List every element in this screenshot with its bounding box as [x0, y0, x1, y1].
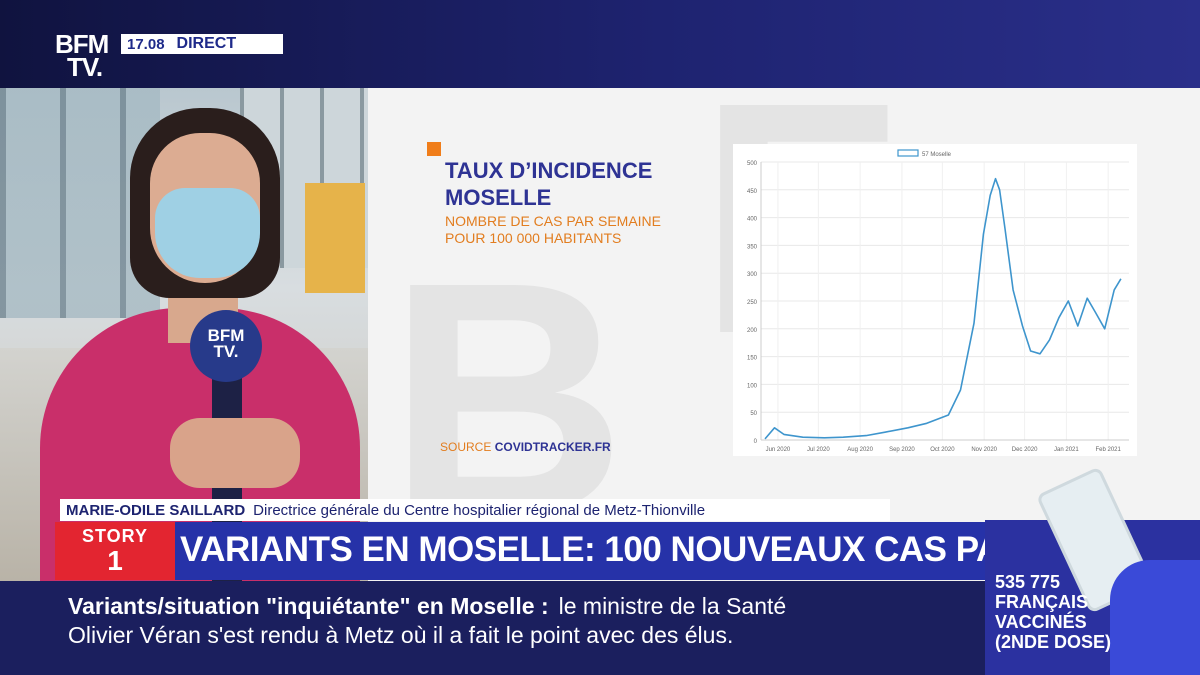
y-tick-label: 500 — [747, 161, 758, 167]
incidence-chart: 0 50 100 150 200 250 300 350 400 450 500 Jun 2020 Ju… — [733, 144, 1137, 456]
incidence-chart-svg: 0 50 100 150 200 250 300 350 400 450 500 Jun 2020 Ju… — [747, 149, 1129, 453]
x-tick-label: Feb 2021 — [1095, 447, 1121, 453]
source-name: COVIDTRACKER.FR — [494, 440, 611, 454]
speaker-hand — [170, 418, 300, 488]
graphic-title: TAUX D’INCIDENCE MOSELLE — [445, 157, 652, 211]
face-mask — [155, 188, 260, 278]
ticker-line2: Olivier Véran s'est rendu à Metz où il a… — [68, 622, 734, 648]
y-tick-label: 200 — [747, 328, 758, 334]
legend-swatch — [897, 149, 919, 157]
x-tick-label: Jun 2020 — [766, 447, 791, 453]
y-tick-label: 400 — [747, 217, 758, 223]
clock-live-box: 17.08 DIRECT — [121, 34, 283, 54]
subtitle-line2: POUR 100 000 HABITANTS — [445, 230, 622, 246]
title-line2: MOSELLE — [445, 185, 552, 210]
x-tick-label: Oct 2020 — [930, 447, 955, 453]
news-ticker — [0, 581, 985, 675]
speaker-name: MARIE-ODILE SAILLARD — [66, 501, 246, 519]
y-tick-label: 100 — [747, 383, 758, 389]
series-line — [764, 177, 1122, 440]
vaccination-stat: 535 775 FRANÇAIS VACCINÉS (2NDE DOSE) — [995, 572, 1111, 652]
channel-logo: BFM TV. — [55, 31, 109, 82]
x-tick-label: Nov 2020 — [971, 447, 997, 453]
ticker-topic: Variants/situation "inquiétante" en Mose… — [68, 593, 549, 619]
title-line1: TAUX D’INCIDENCE — [445, 158, 653, 183]
y-tick-label: 50 — [750, 411, 757, 417]
headline-text: VARIANTS EN MOSELLE: 100 NOUVEAUX CAS PA… — [180, 530, 1131, 569]
y-tick-label: 300 — [747, 272, 758, 278]
mic-label-1: BFM — [207, 326, 245, 345]
x-tick-label: Sep 2020 — [889, 447, 915, 453]
legend-label: 57 Moselle — [922, 152, 952, 158]
glove-icon — [1110, 560, 1200, 675]
vaccinated-line3: VACCINÉS — [995, 612, 1087, 632]
clock: 17.08 — [127, 35, 165, 53]
x-tick-label: Jul 2020 — [807, 447, 830, 453]
vaccinated-line2: FRANÇAIS — [995, 592, 1088, 612]
graphic-subtitle: NOMBRE DE CAS PAR SEMAINE POUR 100 000 H… — [445, 213, 661, 247]
speaker-role: Directrice générale du Centre hospitalie… — [253, 501, 706, 519]
y-tick-label: 250 — [747, 300, 758, 306]
y-tick-label: 150 — [747, 356, 758, 362]
ticker-line1: Variants/situation "inquiétante" en Mose… — [68, 593, 786, 620]
subtitle-line1: NOMBRE DE CAS PAR SEMAINE — [445, 213, 662, 229]
vaccinated-count: 535 775 — [995, 572, 1061, 592]
story-label: STORY — [81, 526, 148, 546]
y-tick-label: 0 — [754, 439, 758, 445]
story-number: 1 — [107, 545, 123, 576]
live-label: DIRECT — [176, 35, 237, 52]
vaccinated-line4: (2NDE DOSE) — [995, 632, 1112, 652]
story-badge: STORY 1 — [55, 522, 175, 580]
x-tick-label: Dec 2020 — [1012, 447, 1038, 453]
source-label: SOURCE COVIDTRACKER.FR — [440, 440, 611, 454]
source-prefix: SOURCE — [440, 440, 492, 454]
logo-line1: BFM — [55, 29, 109, 59]
logo-line2: TV. — [67, 52, 103, 82]
mic-label-2: TV. — [213, 342, 239, 361]
yellow-wall — [305, 183, 365, 293]
headline-bar — [55, 522, 985, 580]
y-tick-label: 350 — [747, 244, 758, 250]
lower-third-name: MARIE-ODILE SAILLARD Directrice générale… — [60, 499, 890, 521]
accent-square — [427, 142, 441, 156]
x-tick-label: Jan 2021 — [1054, 447, 1079, 453]
y-tick-label: 450 — [747, 189, 758, 195]
x-tick-label: Aug 2020 — [847, 447, 873, 453]
microphone-icon: BFM TV. — [190, 310, 262, 382]
ticker-line1-rest: le ministre de la Santé — [558, 593, 787, 619]
